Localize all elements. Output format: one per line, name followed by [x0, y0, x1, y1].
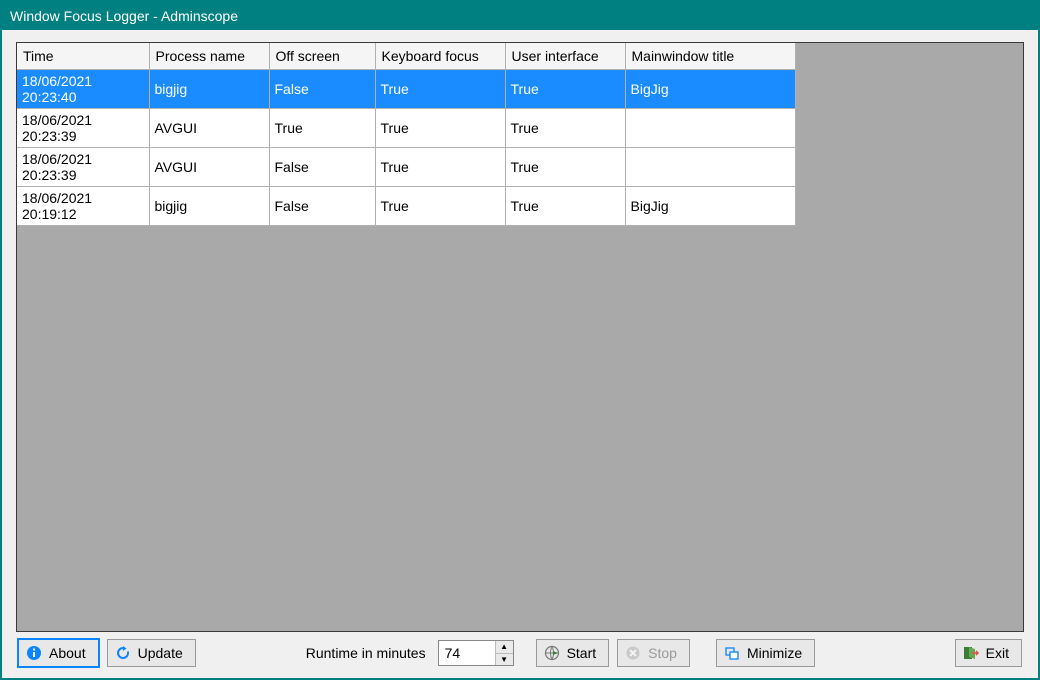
column-header-process[interactable]: Process name: [149, 43, 269, 69]
about-label: About: [49, 645, 86, 661]
cell-process: bigjig: [149, 69, 269, 108]
cell-ui: True: [505, 147, 625, 186]
start-button[interactable]: Start: [536, 639, 610, 667]
column-header-ui[interactable]: User interface: [505, 43, 625, 69]
exit-label: Exit: [986, 645, 1009, 661]
titlebar[interactable]: Window Focus Logger - Adminscope: [2, 2, 1038, 30]
cell-title: [625, 147, 795, 186]
cell-time: 18/06/2021 20:23:39: [17, 108, 149, 147]
cell-title: [625, 108, 795, 147]
cell-title: BigJig: [625, 186, 795, 225]
cell-ui: True: [505, 69, 625, 108]
start-label: Start: [567, 645, 597, 661]
minimize-button[interactable]: Minimize: [716, 639, 815, 667]
cell-time: 18/06/2021 20:19:12: [17, 186, 149, 225]
cell-off: False: [269, 186, 375, 225]
column-header-kbd[interactable]: Keyboard focus: [375, 43, 505, 69]
refresh-icon: [114, 644, 132, 662]
column-header-off[interactable]: Off screen: [269, 43, 375, 69]
table-row[interactable]: 18/06/2021 20:23:39AVGUITrueTrueTrue: [17, 108, 795, 147]
update-button[interactable]: Update: [107, 639, 196, 667]
info-icon: [25, 644, 43, 662]
cell-time: 18/06/2021 20:23:39: [17, 147, 149, 186]
cell-off: False: [269, 69, 375, 108]
update-label: Update: [138, 645, 183, 661]
cell-off: False: [269, 147, 375, 186]
table-row[interactable]: 18/06/2021 20:23:40bigjigFalseTrueTrueBi…: [17, 69, 795, 108]
app-window: Window Focus Logger - Adminscope TimePro…: [0, 0, 1040, 680]
cell-ui: True: [505, 108, 625, 147]
cell-process: bigjig: [149, 186, 269, 225]
column-header-title[interactable]: Mainwindow title: [625, 43, 795, 69]
cell-process: AVGUI: [149, 147, 269, 186]
spin-up-icon[interactable]: ▲: [496, 641, 513, 654]
cell-process: AVGUI: [149, 108, 269, 147]
cell-title: BigJig: [625, 69, 795, 108]
window-title: Window Focus Logger - Adminscope: [10, 8, 238, 24]
spin-down-icon[interactable]: ▼: [496, 654, 513, 666]
runtime-spinner[interactable]: ▲ ▼: [495, 641, 513, 665]
cell-kbd: True: [375, 147, 505, 186]
exit-icon: [962, 644, 980, 662]
cell-kbd: True: [375, 69, 505, 108]
minimize-label: Minimize: [747, 645, 802, 661]
runtime-input[interactable]: [439, 641, 495, 665]
column-header-time[interactable]: Time: [17, 43, 149, 69]
table-row[interactable]: 18/06/2021 20:19:12bigjigFalseTrueTrueBi…: [17, 186, 795, 225]
log-grid[interactable]: TimeProcess nameOff screenKeyboard focus…: [17, 43, 796, 226]
about-button[interactable]: About: [18, 639, 99, 667]
cell-ui: True: [505, 186, 625, 225]
stop-button: Stop: [617, 639, 690, 667]
cell-kbd: True: [375, 108, 505, 147]
table-row[interactable]: 18/06/2021 20:23:39AVGUIFalseTrueTrue: [17, 147, 795, 186]
minimize-icon: [723, 644, 741, 662]
bottom-toolbar: About Update Runtime in minutes ▲ ▼: [16, 632, 1024, 672]
log-grid-container: TimeProcess nameOff screenKeyboard focus…: [16, 42, 1024, 632]
cell-off: True: [269, 108, 375, 147]
exit-button[interactable]: Exit: [955, 639, 1022, 667]
runtime-spinbox[interactable]: ▲ ▼: [438, 640, 514, 666]
runtime-label: Runtime in minutes: [302, 645, 430, 661]
globe-play-icon: [543, 644, 561, 662]
stop-icon: [624, 644, 642, 662]
client-area: TimeProcess nameOff screenKeyboard focus…: [2, 30, 1038, 678]
cell-kbd: True: [375, 186, 505, 225]
stop-label: Stop: [648, 645, 677, 661]
cell-time: 18/06/2021 20:23:40: [17, 69, 149, 108]
